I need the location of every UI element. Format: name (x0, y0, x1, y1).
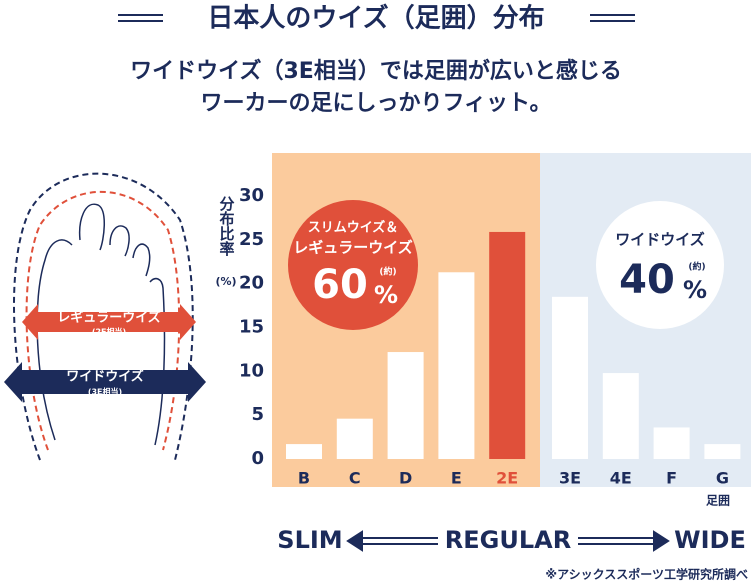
scale-label: SLIM (277, 526, 342, 554)
y-tick-label: 5 (251, 404, 264, 425)
subtitle: ワーカーの足にしっかりフィット。 (200, 91, 551, 116)
bar (336, 418, 373, 459)
x-tick-label: 3E (559, 469, 581, 488)
diagram-label: レギュラーウイズ (57, 310, 161, 326)
scale-label: REGULAR (445, 526, 571, 554)
diagram-label: ワイドウイズ (66, 369, 144, 385)
bar (438, 272, 475, 459)
subtitle: ワイドウイズ（3E相当）では足囲が広いと感じる (130, 58, 622, 84)
diagram-note: (3E相当) (88, 387, 122, 397)
scale-label: WIDE (674, 526, 746, 554)
x-tick-label: E (451, 469, 462, 488)
y-tick-label: 25 (239, 229, 264, 250)
foot-diagram (13, 172, 194, 461)
annotation-value: 40 (619, 257, 675, 303)
wide-arrow (4, 362, 206, 402)
diagram-note: (2E相当) (92, 327, 126, 337)
bar (387, 352, 424, 459)
y-tick-label: 15 (239, 317, 264, 338)
x-tick-label: C (349, 469, 361, 488)
scale-arrows (346, 530, 670, 552)
annotation-unit: % (374, 281, 398, 309)
annotation-circle (288, 200, 418, 330)
bar (286, 444, 322, 459)
annotation-text: レギュラーウイズ (293, 239, 413, 257)
x-tick-label: G (716, 469, 729, 488)
y-unit: (%) (215, 275, 236, 288)
title: 日本人のウイズ（足囲）分布 (207, 3, 544, 34)
bar (552, 296, 588, 459)
x-tick-label: 4E (610, 469, 632, 488)
annotation-unit: % (683, 276, 707, 304)
annotation-value: 60 (312, 262, 368, 308)
annotation-approx: (約) (379, 266, 396, 278)
x-tick-label: D (399, 469, 412, 488)
title-rules (118, 14, 635, 22)
y-tick-label: 0 (251, 448, 264, 469)
regular-arrow (22, 304, 196, 340)
y-tick-label: 20 (239, 273, 264, 294)
y-tick-label: 10 (239, 360, 264, 381)
bar (704, 444, 741, 459)
bar (602, 373, 639, 459)
annotation-text: ワイドウイズ (615, 231, 705, 249)
source-note: ※アシックススポーツ工学研究所調べ (545, 567, 748, 582)
x-tick-label: F (666, 469, 677, 488)
x-tick-label: 2E (496, 469, 518, 488)
bar (489, 231, 526, 459)
annotation-text: スリムウイズ＆ (308, 220, 399, 236)
y-label: 分布比率 (218, 196, 236, 257)
x-tick-label: B (298, 469, 310, 488)
annotation-circle (596, 201, 724, 329)
bar (653, 427, 690, 459)
y-tick-label: 30 (239, 185, 264, 206)
annotation-approx: (約) (688, 261, 705, 273)
x-label: 足囲 (706, 494, 730, 508)
